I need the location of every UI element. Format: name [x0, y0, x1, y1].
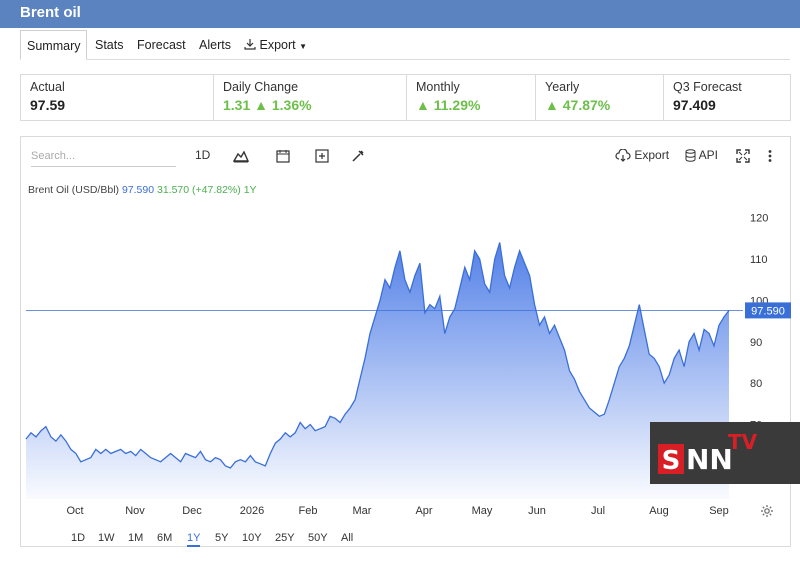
title-bar: Brent oil: [0, 0, 800, 28]
api-label: API: [698, 148, 719, 162]
stat-actual: Actual 97.59: [21, 75, 214, 120]
stat-label: Yearly: [545, 80, 580, 94]
range-1w[interactable]: 1W: [98, 532, 115, 544]
stat-value: ▲ 47.87%: [545, 97, 611, 113]
last-price-label: 97.590: [751, 305, 785, 317]
stat-daily-change: Daily Change 1.31 ▲ 1.36%: [214, 75, 407, 120]
database-icon: [685, 149, 696, 163]
range-50y[interactable]: 50Y: [308, 532, 328, 544]
svg-text:TV: TV: [728, 430, 758, 454]
page-title: Brent oil: [20, 4, 81, 21]
series-name: Brent Oil (USD/Bbl): [28, 184, 120, 196]
series-line: [25, 242, 730, 469]
stat-monthly: Monthly ▲ 11.29%: [407, 75, 536, 120]
series-area: [26, 242, 729, 499]
stat-value: 1.31 ▲ 1.36%: [223, 97, 312, 113]
range-all[interactable]: All: [341, 532, 354, 544]
range-1m[interactable]: 1M: [128, 532, 144, 544]
stat-yearly: Yearly ▲ 47.87%: [536, 75, 664, 120]
chart-panel: Search... 1D Export API Brent Oil (USD/B…: [20, 136, 791, 547]
series-legend: Brent Oil (USD/Bbl) 97.590 31.570 (+47.8…: [28, 184, 257, 196]
y-tick-label: 110: [750, 254, 768, 266]
tab-alerts[interactable]: Alerts: [199, 38, 231, 52]
x-tick-label: 2026: [240, 505, 264, 517]
symbol-search-input[interactable]: Search...: [31, 147, 176, 167]
tab-bar: Summary Stats Forecast Alerts Export ▼: [20, 30, 790, 60]
stat-label: Actual: [30, 80, 65, 94]
tab-stats[interactable]: Stats: [95, 38, 124, 52]
x-tick-label: Oct: [66, 505, 83, 517]
cloud-download-icon: [615, 148, 631, 163]
stats-strip: Actual 97.59 Daily Change 1.31 ▲ 1.36% M…: [20, 74, 791, 121]
x-tick-label: Apr: [415, 505, 432, 517]
x-tick-label: Aug: [649, 505, 669, 517]
x-tick-label: Jun: [528, 505, 546, 517]
series-change: 31.570 (+47.82%): [157, 184, 241, 196]
x-tick-label: Jul: [591, 505, 605, 517]
price-chart[interactable]: 60708090100110120OctNovDec2026FebMarAprM…: [21, 137, 792, 548]
series-period: 1Y: [243, 184, 257, 196]
calendar-icon[interactable]: [276, 145, 290, 165]
add-indicator-icon[interactable]: [315, 145, 329, 165]
stat-value: 97.59: [30, 97, 66, 113]
x-tick-label: Mar: [353, 505, 372, 517]
chart-export-label: Export: [634, 148, 670, 162]
x-tick-label: Nov: [125, 505, 145, 517]
tab-summary[interactable]: Summary: [20, 30, 88, 60]
drawing-tools-icon[interactable]: [351, 145, 365, 165]
api-button[interactable]: API: [685, 145, 718, 165]
chart-export-button[interactable]: Export: [615, 145, 669, 165]
tab-forecast[interactable]: Forecast: [137, 38, 186, 52]
range-25y[interactable]: 25Y: [275, 532, 295, 544]
download-icon: [244, 39, 256, 50]
snn-tv-logo: S NN TV: [650, 422, 800, 484]
chart-type-icon[interactable]: [232, 145, 250, 165]
tab-export[interactable]: Export ▼: [244, 30, 307, 60]
settings-gear-icon[interactable]: [760, 504, 774, 523]
stat-label: Q3 Forecast: [673, 80, 742, 94]
interval-button[interactable]: 1D: [195, 148, 211, 162]
fullscreen-icon[interactable]: [736, 145, 750, 165]
range-10y[interactable]: 10Y: [242, 532, 262, 544]
stat-q3-forecast: Q3 Forecast 97.409: [664, 75, 790, 120]
y-tick-label: 90: [750, 337, 762, 349]
series-last-value: 97.590: [121, 184, 155, 196]
stat-value: ▲ 11.29%: [416, 97, 481, 113]
x-tick-label: Feb: [299, 505, 318, 517]
x-tick-label: Sep: [709, 505, 729, 517]
svg-text:S: S: [662, 446, 681, 476]
y-tick-label: 120: [750, 213, 768, 225]
range-5y[interactable]: 5Y: [215, 532, 229, 544]
x-tick-label: Dec: [182, 505, 202, 517]
svg-text:NN: NN: [686, 443, 733, 476]
x-tick-label: May: [472, 505, 493, 517]
tab-export-label: Export: [259, 38, 296, 52]
stat-label: Monthly: [416, 80, 460, 94]
caret-down-icon: ▼: [299, 42, 308, 51]
y-tick-label: 80: [750, 378, 762, 390]
range-1d[interactable]: 1D: [71, 532, 86, 544]
last-price-tag: [745, 302, 791, 319]
stat-value: 97.409: [673, 97, 716, 113]
more-options-icon[interactable]: [768, 145, 772, 165]
range-1y[interactable]: 1Y: [187, 531, 201, 547]
range-6m[interactable]: 6M: [157, 532, 173, 544]
stat-label: Daily Change: [223, 80, 299, 94]
